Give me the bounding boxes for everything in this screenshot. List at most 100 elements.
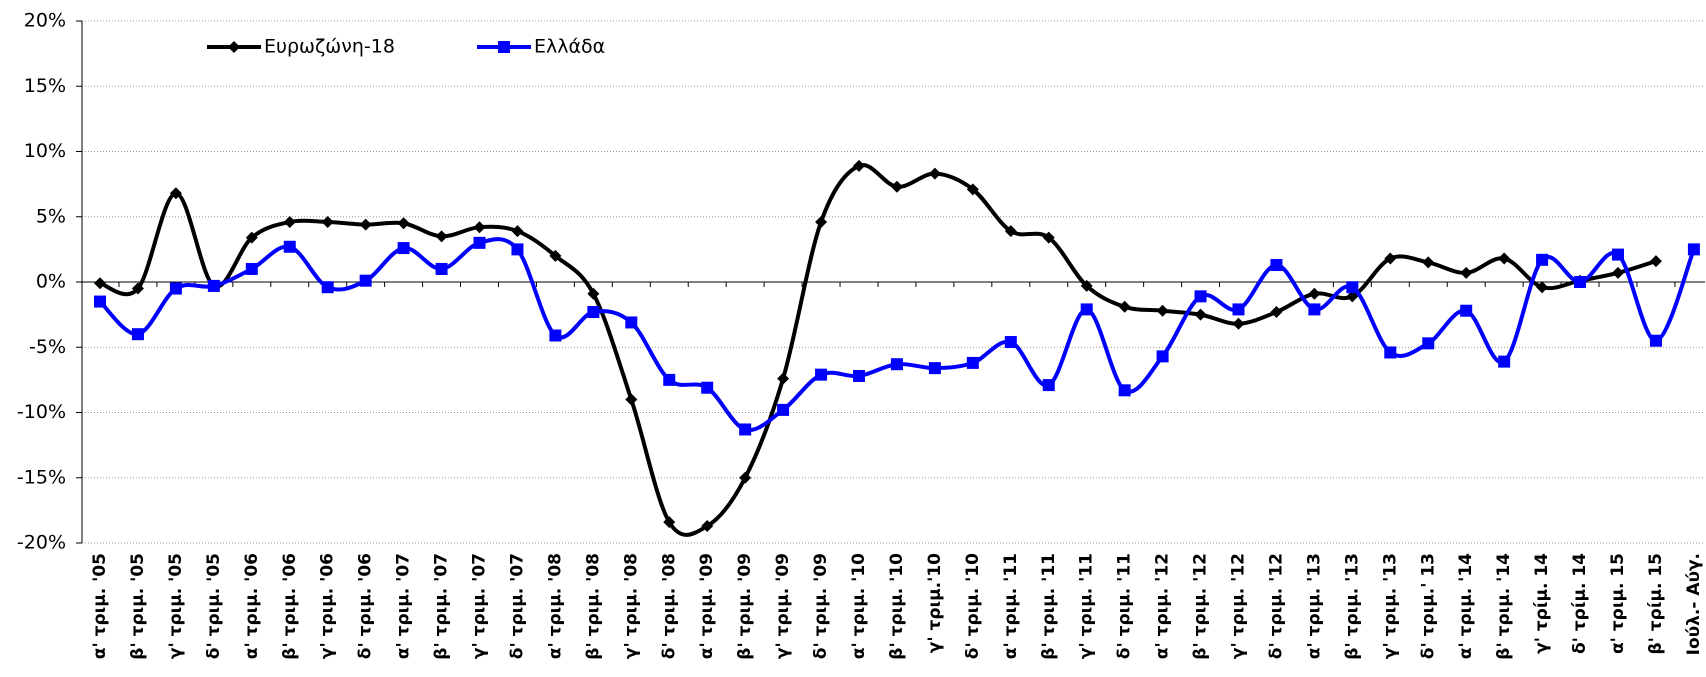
marker <box>890 180 903 193</box>
marker <box>1536 253 1549 266</box>
x-tick-label: β' τριμ. '05 <box>128 553 148 660</box>
marker <box>701 520 714 533</box>
marker <box>1422 337 1435 350</box>
x-tick-label: α' τριμ. '05 <box>90 553 110 659</box>
marker <box>1194 290 1207 303</box>
marker <box>1156 350 1169 363</box>
marker <box>473 236 486 249</box>
marker <box>207 279 220 292</box>
marker <box>359 218 372 231</box>
marker <box>853 159 865 172</box>
x-tick-label: α' τριμ. '06 <box>242 553 262 659</box>
marker <box>1270 306 1283 319</box>
marker <box>777 403 790 416</box>
marker <box>1156 304 1169 317</box>
marker <box>587 306 600 319</box>
marker <box>587 287 600 300</box>
marker <box>1042 231 1055 244</box>
marker <box>1612 266 1624 279</box>
x-tick-label: α' τριμ. 15 <box>1608 553 1628 654</box>
marker <box>549 249 562 262</box>
marker <box>1308 287 1321 300</box>
marker <box>283 240 296 253</box>
marker <box>435 262 448 275</box>
legend-label: Ελλάδα <box>534 36 605 58</box>
marker <box>1460 304 1473 317</box>
marker <box>890 358 903 371</box>
x-tick-label: β' τρίμ. 15 <box>1646 553 1666 654</box>
marker <box>549 329 562 342</box>
marker <box>928 362 941 375</box>
marker <box>1118 300 1131 313</box>
x-tick-label: γ' τριμ. '12 <box>1229 553 1249 659</box>
x-tick-label: γ' τριμ.'10 <box>925 553 945 653</box>
y-tick-label: 0% <box>36 271 66 293</box>
x-tick-label: β' τριμ. '12 <box>1191 553 1211 660</box>
marker <box>1346 290 1359 303</box>
marker <box>1080 279 1093 292</box>
x-tick-label: δ' τριμ. '07 <box>507 553 527 659</box>
marker <box>1080 303 1093 316</box>
x-tick-label: α' τριμ. '13 <box>1304 553 1324 659</box>
x-tick-label: α' τριμ. '07 <box>394 553 414 659</box>
marker <box>94 295 106 308</box>
marker <box>397 217 410 230</box>
x-tick-label: γ' τριμ. '05 <box>166 553 186 659</box>
marker <box>1308 303 1321 316</box>
x-tick-label: γ' τριμ. '09 <box>773 553 793 659</box>
marker <box>1498 355 1511 368</box>
x-tick-label: δ' τριμ. '06 <box>356 553 376 659</box>
y-tick-label: 10% <box>24 140 66 162</box>
marker <box>739 423 752 436</box>
marker <box>1612 248 1624 261</box>
marker <box>625 316 638 329</box>
x-tick-label: β' τριμ. '08 <box>583 553 603 660</box>
marker <box>853 369 865 382</box>
x-tick-label: γ' τριμ. '11 <box>1077 553 1097 659</box>
marker <box>1042 379 1055 392</box>
marker <box>435 230 448 243</box>
marker <box>1346 281 1359 294</box>
marker <box>1004 336 1017 349</box>
marker <box>321 215 334 228</box>
line <box>99 163 1657 537</box>
x-tick-label: γ' τριμ. '13 <box>1380 553 1400 659</box>
marker <box>1649 255 1662 268</box>
x-tick-label: β' τριμ. '10 <box>887 553 907 660</box>
marker <box>131 282 144 295</box>
marker <box>1422 256 1435 269</box>
x-tick-label: β' τριμ. '09 <box>735 553 755 660</box>
x-tick-label: α' τριμ. '08 <box>545 553 565 659</box>
x-tick-label: δ' τριμ. '11 <box>1115 553 1135 659</box>
marker <box>701 381 714 394</box>
x-tick-label: δ' τριμ. '05 <box>204 553 224 659</box>
x-tick-label: α' τριμ. '09 <box>697 553 717 659</box>
marker <box>928 167 941 180</box>
marker <box>1649 334 1662 347</box>
x-tick-label: γ' τριμ. '06 <box>318 553 338 659</box>
marker <box>169 282 182 295</box>
marker <box>245 262 258 275</box>
x-tick-label: γ' τριμ. '08 <box>621 553 641 659</box>
marker <box>966 183 979 196</box>
x-tick-label: α' τριμ. '10 <box>849 553 869 659</box>
marker <box>1270 259 1283 272</box>
marker <box>94 277 106 290</box>
x-tick-label: γ' τρίμ. 14 <box>1532 553 1552 654</box>
x-tick-label: β' τριμ. '13 <box>1342 553 1362 660</box>
marker <box>966 356 979 369</box>
x-tick-label: γ' τριμ. '07 <box>470 553 490 659</box>
marker <box>1004 225 1017 238</box>
marker <box>1460 266 1473 279</box>
marker <box>625 393 638 406</box>
marker <box>1384 346 1397 359</box>
marker <box>815 368 828 381</box>
y-tick-label: 20% <box>24 10 66 32</box>
x-tick-label: δ' τριμ. '10 <box>963 553 983 659</box>
marker <box>777 372 790 385</box>
marker <box>1194 308 1207 321</box>
x-tick-label: δ' τριμ. '09 <box>811 553 831 659</box>
x-tick-label: β' τριμ. '06 <box>280 553 300 660</box>
y-tick-label: -15% <box>17 466 66 488</box>
